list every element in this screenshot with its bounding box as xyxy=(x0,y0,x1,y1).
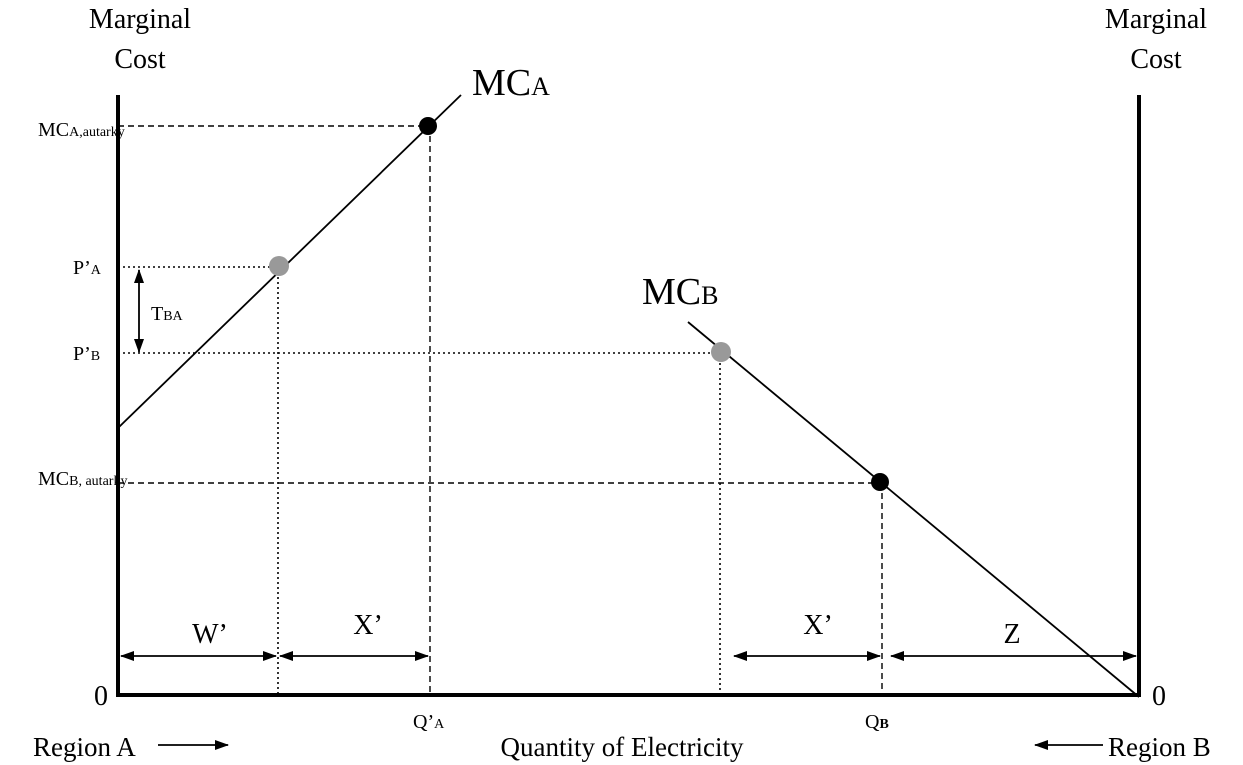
x-axis-title: Quantity of Electricity xyxy=(501,732,744,762)
region-b-label: Region B xyxy=(1108,732,1211,762)
right-axis-title-line2: Cost xyxy=(1130,44,1182,75)
mc-a-autarky-point xyxy=(419,117,437,135)
mc-a-curve xyxy=(117,94,462,429)
x-prime-right-label: X’ xyxy=(803,610,833,641)
p-b-trade-point xyxy=(711,342,731,362)
q-b-label: QB xyxy=(865,711,889,733)
region-a-label: Region A xyxy=(33,732,136,762)
mc-b-autarky-label: MCB, autarky xyxy=(38,468,127,490)
transport-cost-label: TBA xyxy=(151,303,184,325)
left-zero-label: 0 xyxy=(94,681,108,712)
q-a-label: Q’A xyxy=(413,711,445,733)
p-a-label: P’A xyxy=(73,257,102,279)
z-label: Z xyxy=(1003,619,1020,650)
right-axis-title-line1: Marginal xyxy=(1105,4,1207,35)
mc-a-label: MCA xyxy=(472,62,550,104)
p-a-trade-point xyxy=(269,256,289,276)
w-prime-label: W’ xyxy=(192,619,228,650)
left-axis-title-line1: Marginal xyxy=(89,4,191,35)
right-zero-label: 0 xyxy=(1152,681,1166,712)
left-axis-title-line2: Cost xyxy=(114,44,166,75)
mc-a-autarky-label: MCA,autarky xyxy=(38,119,125,141)
mc-b-autarky-point xyxy=(871,473,889,491)
mc-b-curve xyxy=(687,321,1140,698)
x-prime-left-label: X’ xyxy=(353,610,383,641)
p-b-label: P’B xyxy=(73,343,100,365)
mc-b-label: MCB xyxy=(642,271,718,313)
